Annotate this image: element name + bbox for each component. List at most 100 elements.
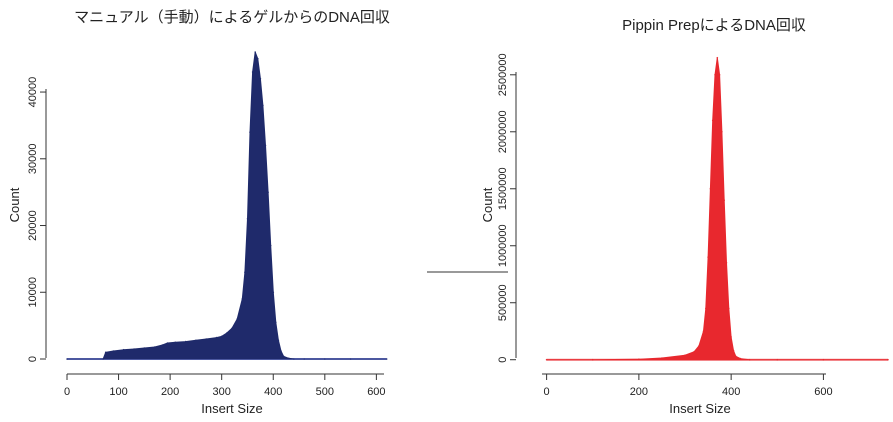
y-ticks: 0 10000 20000 30000 40000 <box>27 77 46 362</box>
data-point <box>102 358 104 360</box>
data-point <box>822 358 825 361</box>
chart-title: マニュアル（手動）によるゲルからのDNA回収 <box>74 9 390 26</box>
data-point <box>267 191 269 193</box>
data-point <box>707 256 709 258</box>
data-point <box>776 358 779 361</box>
x-ticks: 0 100 200 300 400 500 600 <box>64 374 386 398</box>
data-point <box>349 358 352 360</box>
data-point <box>721 131 723 133</box>
data-point <box>122 348 125 351</box>
data-point <box>257 57 259 60</box>
x-axis-title: Insert Size <box>669 401 730 416</box>
data-point <box>195 339 197 342</box>
data-point <box>264 144 267 147</box>
data-point <box>275 321 277 324</box>
y-tick-label: 40000 <box>27 77 39 108</box>
data-point <box>280 350 282 352</box>
data-point <box>684 354 686 357</box>
data-point <box>709 188 712 190</box>
data-point <box>735 355 737 358</box>
data-point <box>728 307 730 310</box>
data-point <box>205 338 207 340</box>
chart-title: Pippin PrepによるDNA回収 <box>622 17 806 34</box>
data-point <box>714 74 716 76</box>
data-point <box>166 342 169 344</box>
data-point <box>246 218 249 220</box>
data-point <box>174 341 177 344</box>
data-point <box>723 199 725 201</box>
data-point <box>277 339 280 342</box>
data-point <box>236 318 238 320</box>
data-point <box>269 244 272 247</box>
y-tick-label: 30000 <box>27 143 39 174</box>
y-tick-label: 2500000 <box>497 53 509 96</box>
series-area <box>67 51 387 360</box>
data-point <box>215 336 218 339</box>
data-point <box>887 358 889 361</box>
data-point <box>231 327 233 330</box>
x-tick-label: 500 <box>316 386 334 398</box>
data-point <box>661 357 663 359</box>
data-point <box>293 358 295 360</box>
x-tick-label: 0 <box>544 386 550 398</box>
x-axis-title: Insert Size <box>201 401 262 416</box>
data-point <box>739 357 742 360</box>
y-axis-title: Count <box>480 187 495 222</box>
x-ticks: 0 200 400 600 <box>544 374 833 398</box>
x-tick-label: 600 <box>814 386 832 398</box>
x-tick-label: 400 <box>264 386 282 398</box>
data-point <box>161 344 164 346</box>
y-tick-label: 1500000 <box>497 167 509 210</box>
data-point <box>272 291 275 294</box>
data-point <box>184 340 187 343</box>
y-tick-label: 10000 <box>27 277 39 308</box>
data-point <box>220 335 223 338</box>
data-point <box>698 345 700 347</box>
y-tick-label: 0 <box>27 356 39 362</box>
data-point <box>244 271 246 274</box>
data-point <box>638 358 640 361</box>
data-point <box>104 351 107 354</box>
data-point <box>282 355 285 358</box>
chart-manual: マニュアル（手動）によるゲルからのDNA回収 0 100 200 300 400 500 6… <box>7 9 390 416</box>
data-point <box>287 357 290 360</box>
plot-area <box>545 56 889 361</box>
data-point <box>702 330 705 333</box>
data-point <box>716 56 719 59</box>
data-point <box>545 358 548 361</box>
data-point <box>748 358 751 361</box>
x-tick-label: 400 <box>722 386 740 398</box>
data-point <box>385 358 388 360</box>
y-tick-label: 20000 <box>27 210 39 241</box>
data-point <box>711 119 714 122</box>
data-point <box>112 350 115 352</box>
plot-area <box>66 51 388 360</box>
data-point <box>251 71 254 73</box>
y-ticks: 0 500000 1000000 1500000 2000000 2500000 <box>497 53 516 363</box>
data-point <box>133 348 135 350</box>
x-tick-label: 600 <box>367 386 385 398</box>
y-tick-label: 500000 <box>497 284 509 321</box>
data-point <box>324 358 326 360</box>
data-point <box>732 349 735 352</box>
data-point <box>143 347 146 349</box>
data-point <box>591 358 594 361</box>
y-tick-label: 2000000 <box>497 110 509 153</box>
x-tick-label: 300 <box>213 386 231 398</box>
chart-pippin: Pippin PrepによるDNA回収 0 200 400 600 0 500000 10… <box>480 17 889 416</box>
data-point <box>262 104 264 107</box>
data-point <box>241 298 244 300</box>
data-point <box>153 346 156 348</box>
series-area <box>546 57 888 361</box>
y-tick-label: 0 <box>497 357 509 363</box>
data-point <box>303 358 306 360</box>
data-point <box>249 131 251 133</box>
x-tick-label: 0 <box>64 386 70 398</box>
data-point <box>254 51 256 53</box>
x-tick-label: 100 <box>109 386 127 398</box>
data-point <box>718 74 721 76</box>
x-tick-label: 200 <box>161 386 179 398</box>
y-tick-label: 1000000 <box>497 224 509 267</box>
data-point <box>259 77 262 80</box>
